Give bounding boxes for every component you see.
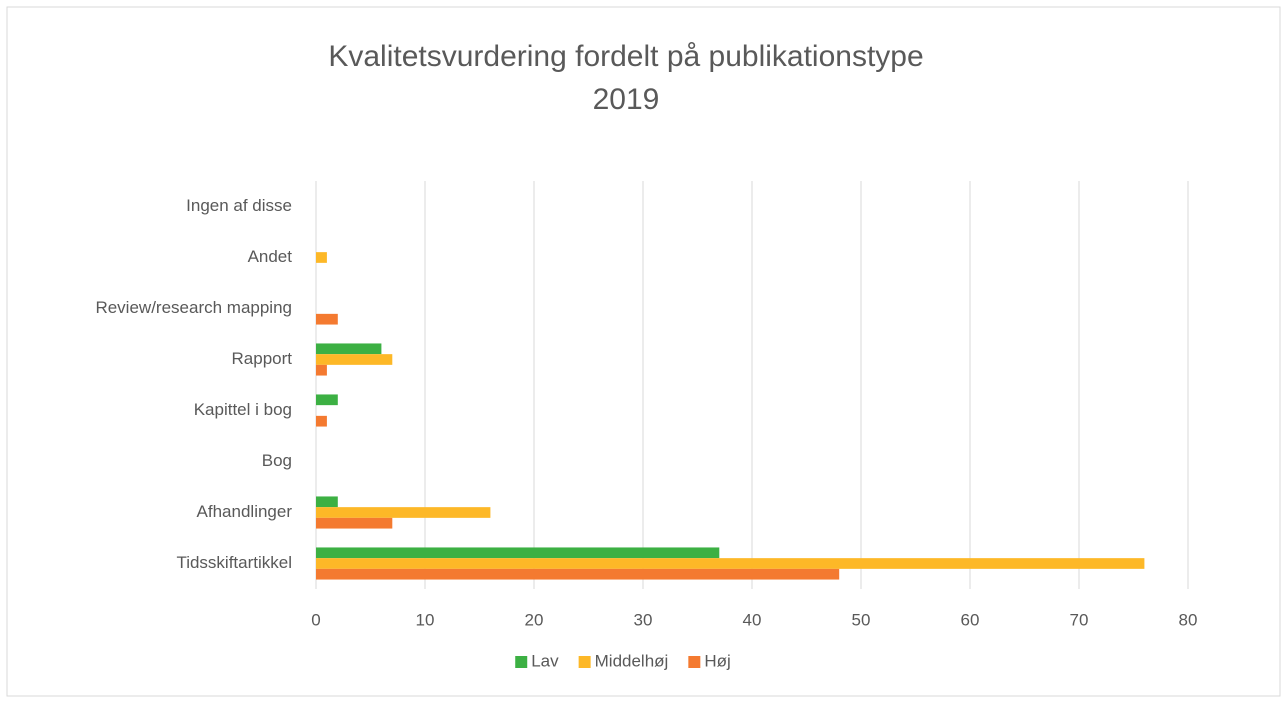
y-tick-label: Review/research mapping — [95, 298, 292, 317]
y-tick-label: Rapport — [232, 349, 293, 368]
x-tick-label: 70 — [1070, 610, 1089, 629]
y-tick-label: Bog — [262, 451, 292, 470]
x-tick-label: 40 — [743, 610, 762, 629]
bar — [316, 313, 338, 325]
x-tick-label: 80 — [1179, 610, 1198, 629]
x-tick-label: 20 — [525, 610, 544, 629]
bar — [316, 415, 327, 427]
bar — [316, 517, 393, 529]
bar — [316, 558, 1145, 569]
bar — [316, 252, 327, 263]
chart-title: 2019 — [593, 83, 660, 116]
bar — [316, 496, 338, 508]
bar — [316, 394, 338, 406]
legend-swatch — [578, 656, 591, 668]
x-tick-label: 0 — [311, 610, 320, 629]
legend-label: Høj — [704, 651, 730, 670]
x-tick-label: 10 — [416, 610, 435, 629]
y-tick-label: Kapittel i bog — [194, 400, 292, 419]
y-tick-label: Afhandlinger — [197, 502, 293, 521]
y-tick-label: Ingen af disse — [186, 196, 292, 215]
x-tick-label: 30 — [634, 610, 653, 629]
x-tick-label: 60 — [961, 610, 980, 629]
bar — [316, 507, 491, 518]
legend-swatch — [688, 656, 701, 668]
x-tick-label: 50 — [852, 610, 871, 629]
bar — [316, 547, 720, 559]
legend-label: Lav — [531, 651, 559, 670]
bar — [316, 354, 393, 365]
chart-title: Kvalitetsvurdering fordelt på publikatio… — [328, 40, 923, 73]
y-tick-label: Tidsskiftartikkel — [176, 553, 292, 572]
y-tick-label: Andet — [248, 247, 293, 266]
bar — [316, 364, 327, 376]
legend-swatch — [515, 656, 528, 668]
legend-label: Middelhøj — [595, 651, 669, 670]
bar — [316, 568, 840, 580]
bar — [316, 343, 382, 355]
